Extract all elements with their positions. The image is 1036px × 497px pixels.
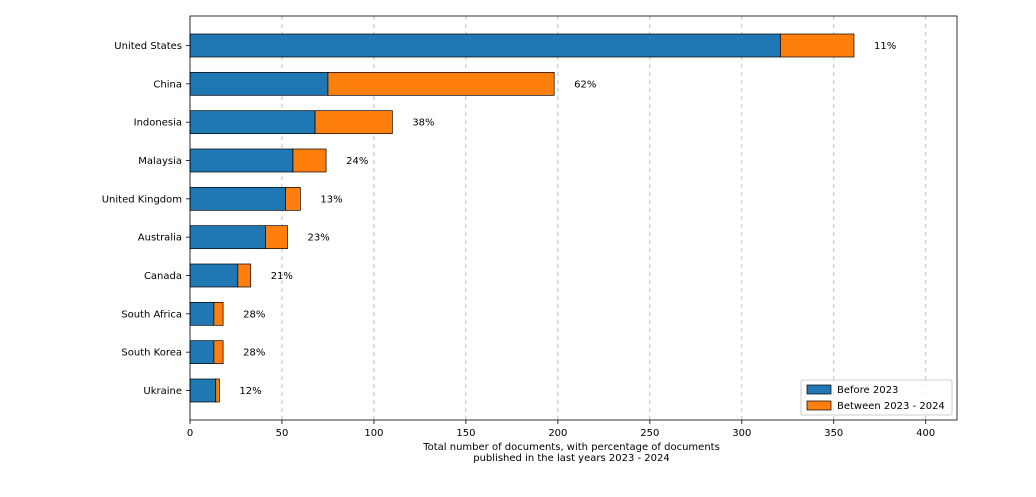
bar-percentage-label: 12% bbox=[239, 386, 261, 397]
legend-swatch bbox=[806, 400, 832, 411]
bar-between-2023-2024 bbox=[213, 301, 224, 326]
x-tick-label: 250 bbox=[640, 428, 659, 439]
y-axis: United States China Indonesia Malaysia Unite… bbox=[102, 41, 190, 397]
x-tick-label: 150 bbox=[456, 428, 475, 439]
bar-value-labels: 11% 62% 38% 24% 13% 23% 21% 28% 28% 12% bbox=[239, 41, 896, 397]
x-axis: 0 50 100 150 200 250 300 350 400 bbox=[187, 420, 935, 439]
bar-before-2023 bbox=[189, 33, 781, 58]
x-tick-label: 300 bbox=[732, 428, 751, 439]
bar-before-2023 bbox=[189, 263, 239, 288]
legend-box bbox=[800, 379, 953, 416]
y-tick-label: Australia bbox=[138, 233, 182, 244]
bar-percentage-label: 13% bbox=[320, 194, 342, 205]
bar-before-2023 bbox=[189, 340, 215, 365]
bar-between-2023-2024 bbox=[213, 340, 224, 365]
bar-percentage-label: 28% bbox=[243, 348, 265, 359]
bar-between-2023-2024 bbox=[314, 110, 393, 135]
x-tick-label: 400 bbox=[916, 428, 935, 439]
bar-before-2023 bbox=[189, 148, 294, 173]
bar-percentage-label: 38% bbox=[412, 118, 434, 129]
legend-label: Between 2023 - 2024 bbox=[837, 401, 945, 412]
bar-before-2023 bbox=[189, 71, 329, 96]
y-tick-label: China bbox=[153, 79, 182, 90]
x-tick-label: 350 bbox=[824, 428, 843, 439]
bar-before-2023 bbox=[189, 301, 215, 326]
x-axis-title: Total number of documents, with percenta… bbox=[422, 442, 720, 464]
bar-between-2023-2024 bbox=[285, 186, 301, 211]
bar-percentage-label: 28% bbox=[243, 309, 265, 320]
bar-between-2023-2024 bbox=[237, 263, 252, 288]
bar-between-2023-2024 bbox=[265, 225, 288, 250]
bars-layer bbox=[189, 33, 855, 403]
x-tick-label: 50 bbox=[276, 428, 289, 439]
x-tick-label: 200 bbox=[548, 428, 567, 439]
y-tick-label: South Africa bbox=[121, 309, 182, 320]
bar-before-2023 bbox=[189, 225, 266, 250]
x-tick-label: 100 bbox=[364, 428, 383, 439]
bar-percentage-label: 62% bbox=[574, 79, 596, 90]
y-tick-label: Ukraine bbox=[143, 386, 182, 397]
y-tick-label: United States bbox=[114, 41, 182, 52]
bar-between-2023-2024 bbox=[215, 378, 220, 403]
x-tick-label: 0 bbox=[187, 428, 193, 439]
bar-percentage-label: 23% bbox=[307, 233, 329, 244]
bar-between-2023-2024 bbox=[292, 148, 327, 173]
bar-between-2023-2024 bbox=[780, 33, 855, 58]
bar-between-2023-2024 bbox=[327, 71, 555, 96]
bar-percentage-label: 11% bbox=[874, 41, 896, 52]
bar-percentage-label: 21% bbox=[271, 271, 293, 282]
plot-frame bbox=[189, 15, 958, 421]
x-axis-title-line: published in the last years 2023 - 2024 bbox=[473, 453, 669, 464]
bar-before-2023 bbox=[189, 186, 286, 211]
legend-swatch bbox=[806, 384, 832, 395]
y-tick-label: Canada bbox=[144, 271, 182, 282]
y-tick-label: South Korea bbox=[121, 348, 182, 359]
y-tick-label: Malaysia bbox=[138, 156, 182, 167]
legend: Before 2023 Between 2023 - 2024 bbox=[800, 379, 953, 416]
x-axis-title-line: Total number of documents, with percenta… bbox=[422, 442, 720, 453]
y-tick-label: United Kingdom bbox=[102, 194, 182, 205]
bar-before-2023 bbox=[189, 378, 217, 403]
bar-before-2023 bbox=[189, 110, 316, 135]
legend-label: Before 2023 bbox=[837, 385, 898, 396]
y-tick-label: Indonesia bbox=[134, 118, 182, 129]
bar-percentage-label: 24% bbox=[346, 156, 368, 167]
